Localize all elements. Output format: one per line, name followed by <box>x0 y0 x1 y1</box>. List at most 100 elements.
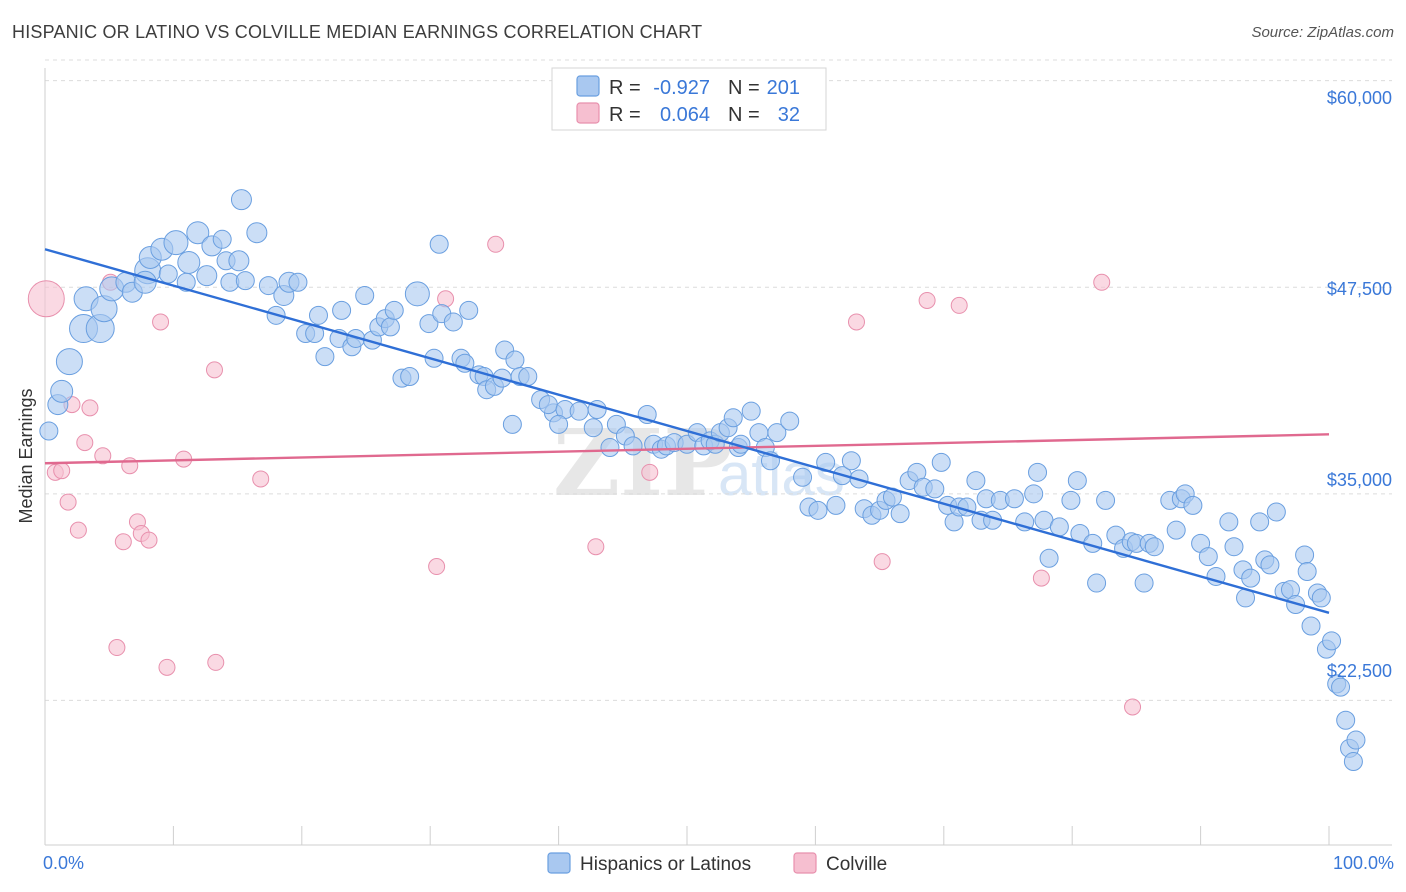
gridlines <box>45 59 1392 701</box>
hispanic-point <box>569 401 589 421</box>
colville-point <box>1124 698 1142 716</box>
legend-n-value: 201 <box>767 77 800 99</box>
colville-point <box>140 531 158 549</box>
hispanic-point <box>404 281 430 307</box>
colville-point <box>487 235 505 253</box>
hispanic-trend-line <box>44 248 1330 614</box>
hispanic-point <box>1028 462 1048 482</box>
bottom-legend-label-hispanic: Hispanics or Latinos <box>580 854 751 875</box>
hispanic-point <box>1311 588 1331 608</box>
trend-lines <box>44 248 1330 614</box>
hispanic-point <box>50 379 74 403</box>
hispanic-point <box>315 347 335 367</box>
hispanic-point <box>518 366 538 386</box>
x-tick-label-max: 100.0% <box>1333 853 1394 873</box>
y-tick-labels: $60,000 $47,500 $35,000 $22,500 <box>1327 88 1392 681</box>
hispanic-point <box>384 300 404 320</box>
hispanic-point <box>355 286 375 305</box>
y-axis-label: Median Earnings <box>16 388 36 523</box>
hispanic-point <box>808 500 828 520</box>
hispanic-point <box>1250 512 1270 532</box>
hispanic-point <box>400 366 420 386</box>
hispanic-point <box>429 234 449 254</box>
legend-swatch-blue <box>576 75 600 97</box>
hispanic-point <box>723 408 743 428</box>
hispanic-point <box>308 305 328 325</box>
hispanic-point <box>1067 471 1087 491</box>
hispanic-point <box>583 418 603 438</box>
colville-point <box>1032 569 1050 587</box>
legend: R = -0.927 N = 201 R = 0.064 N = 32 <box>551 67 827 131</box>
colville-point <box>252 470 270 488</box>
hispanic-point <box>1087 573 1107 593</box>
hispanic-point <box>549 414 569 434</box>
hispanic-point <box>196 265 218 287</box>
hispanic-point <box>1241 568 1261 588</box>
hispanic-point <box>212 229 232 249</box>
hispanic-point <box>600 438 620 458</box>
hispanic-point <box>1301 616 1321 636</box>
hispanic-points <box>39 189 1366 772</box>
hispanic-point <box>1260 555 1280 575</box>
watermark-zip: ZIP <box>553 409 732 517</box>
hispanic-point <box>288 272 308 292</box>
colville-point <box>207 653 225 671</box>
y-tick-label: $22,500 <box>1327 661 1392 681</box>
hispanic-point <box>1198 547 1218 567</box>
y-tick-label: $60,000 <box>1327 88 1392 108</box>
hispanic-point <box>380 317 400 337</box>
hispanic-point <box>258 276 278 296</box>
colville-point <box>69 521 87 539</box>
x-tick-label-min: 0.0% <box>43 853 84 873</box>
legend-r-value: -0.927 <box>653 77 710 99</box>
hispanic-point <box>1061 490 1081 510</box>
hispanic-point <box>55 348 83 376</box>
legend-swatch-pink <box>576 102 600 124</box>
colville-point <box>873 553 891 571</box>
hispanic-point <box>459 300 479 320</box>
bottom-legend-swatch-blue <box>547 852 571 874</box>
hispanic-point <box>1183 495 1203 515</box>
colville-points <box>27 235 1142 716</box>
hispanic-point <box>931 452 951 472</box>
colville-point <box>81 399 99 417</box>
hispanic-point <box>1134 573 1154 593</box>
hispanic-point <box>158 264 178 284</box>
hispanic-point <box>966 471 986 491</box>
hispanic-point <box>246 222 268 244</box>
legend-r-label: R = <box>609 104 641 126</box>
hispanic-point <box>419 314 439 334</box>
hispanic-point <box>780 411 800 431</box>
hispanic-point <box>1297 561 1317 581</box>
hispanic-point <box>230 189 252 211</box>
hispanic-point <box>1024 484 1044 504</box>
hispanic-point <box>925 479 945 499</box>
colville-point <box>641 463 659 481</box>
hispanic-point <box>623 436 643 456</box>
colville-point <box>205 361 223 379</box>
hispanic-point <box>538 395 558 415</box>
hispanic-point <box>502 414 522 434</box>
hispanic-point <box>1266 502 1286 522</box>
hispanic-point <box>1346 730 1366 750</box>
colville-point <box>114 533 132 551</box>
hispanic-point <box>177 250 201 274</box>
hispanic-point <box>505 350 525 370</box>
colville-point <box>847 313 865 331</box>
bottom-legend-label-colville: Colville <box>826 854 887 875</box>
colville-point <box>587 538 605 556</box>
hispanic-point <box>39 421 59 441</box>
colville-point <box>59 493 77 511</box>
hispanic-point <box>767 423 787 443</box>
colville-point <box>1093 273 1111 291</box>
hispanic-point <box>1219 512 1239 532</box>
legend-n-label: N = <box>728 77 760 99</box>
hispanic-point <box>186 221 210 245</box>
legend-n-value: 32 <box>778 104 800 126</box>
legend-n-label: N = <box>728 104 760 126</box>
legend-r-label: R = <box>609 77 641 99</box>
hispanic-point <box>793 467 813 487</box>
hispanic-point <box>1166 520 1186 540</box>
colville-point <box>152 313 170 331</box>
